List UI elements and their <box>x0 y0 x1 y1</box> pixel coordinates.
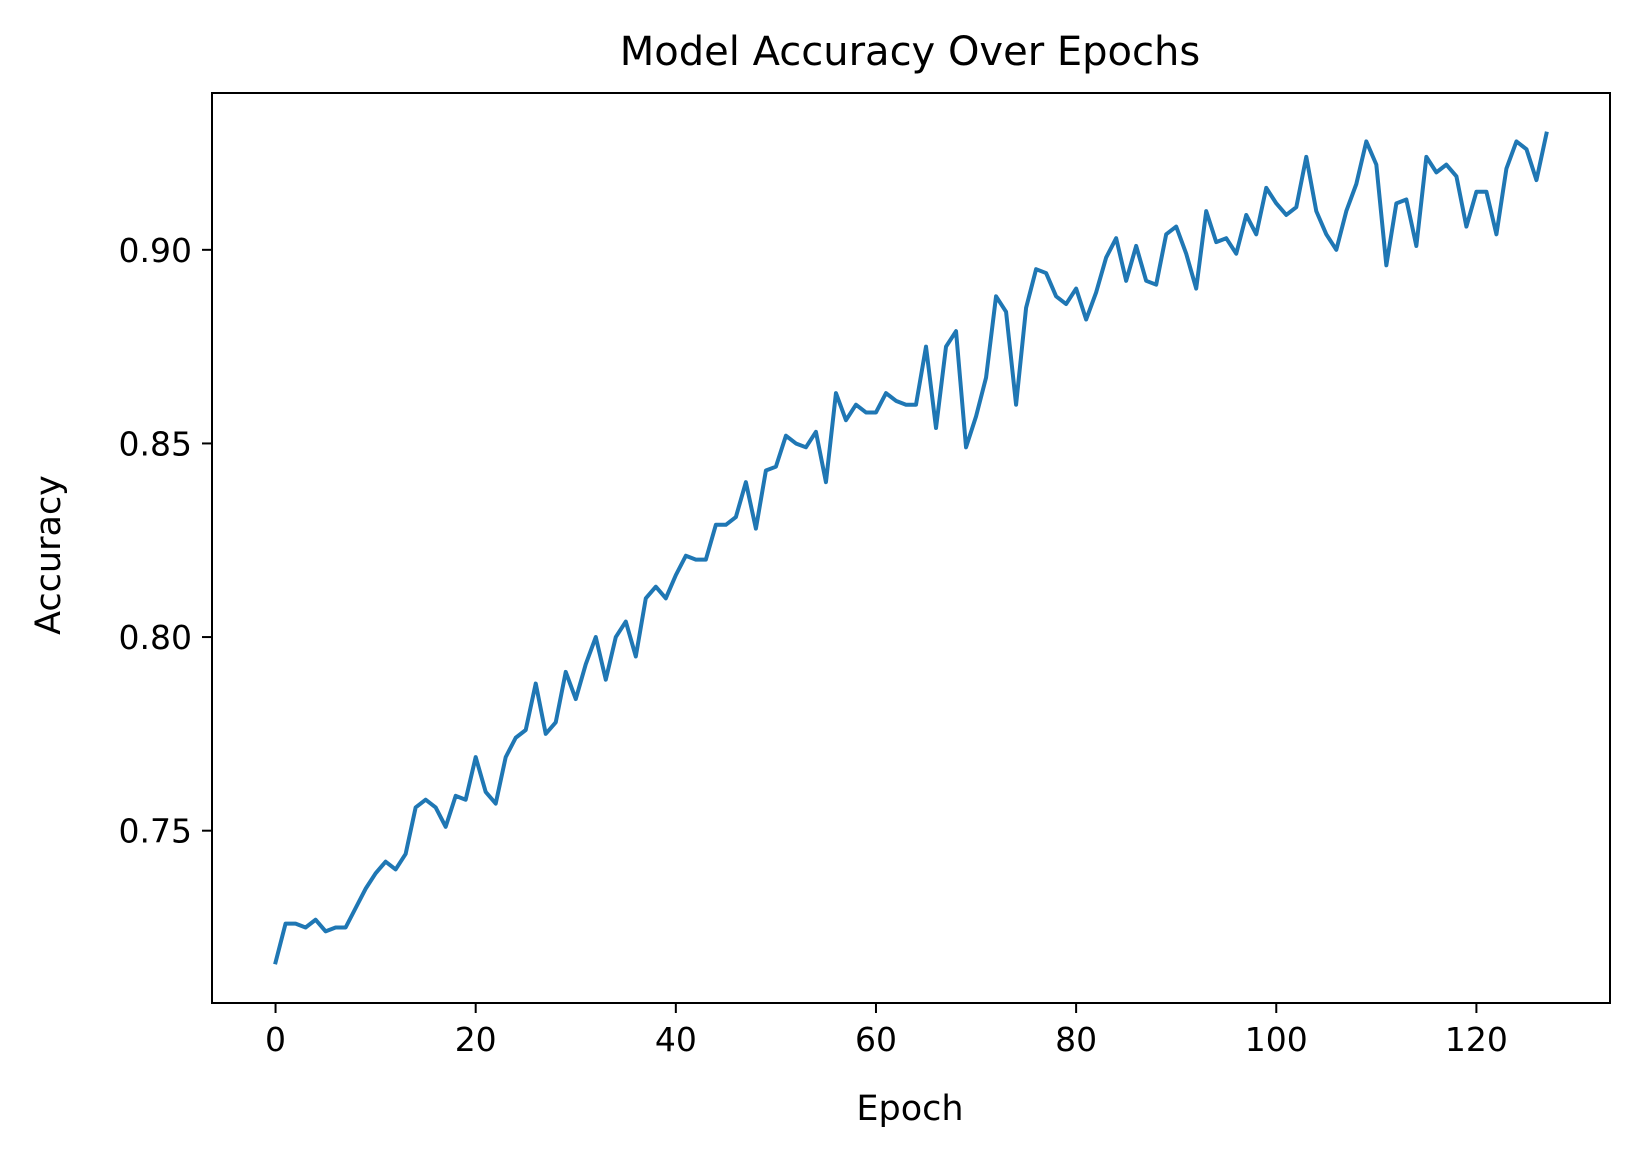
x-tick-label: 40 <box>655 1020 697 1059</box>
y-tick-label: 0.80 <box>119 618 192 657</box>
x-tick-label: 20 <box>455 1020 497 1059</box>
y-tick-label: 0.85 <box>119 424 192 463</box>
x-tick-label: 0 <box>265 1020 286 1059</box>
y-tick-label: 0.75 <box>119 812 192 851</box>
x-axis-ticks: 0 20 40 60 80 100 120 <box>265 1003 1508 1059</box>
y-tick-label: 0.90 <box>119 231 192 270</box>
x-axis-label: Epoch <box>856 1089 963 1129</box>
series-line-0 <box>273 131 1549 965</box>
plot-area <box>211 92 1611 1004</box>
y-axis-label: Accuracy <box>29 475 69 635</box>
x-tick-label: 80 <box>1055 1020 1097 1059</box>
x-tick-label: 120 <box>1445 1020 1508 1059</box>
x-tick-label: 100 <box>1245 1020 1308 1059</box>
x-tick-label: 60 <box>855 1020 897 1059</box>
y-axis-ticks: 0.75 0.80 0.85 0.90 <box>119 231 212 851</box>
chart-title: Model Accuracy Over Epochs <box>620 29 1200 75</box>
axes-frame <box>211 92 1611 1004</box>
